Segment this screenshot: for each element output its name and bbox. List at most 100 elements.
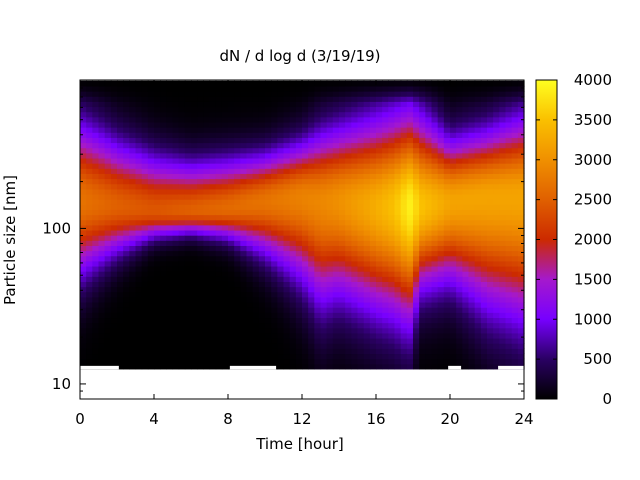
heatmap-cell <box>308 358 315 365</box>
heatmap-cell <box>419 337 426 344</box>
heatmap-cell <box>314 183 322 190</box>
heatmap-cell <box>394 245 402 252</box>
heatmap-cell <box>80 137 87 144</box>
heatmap-cell <box>462 353 470 360</box>
heatmap-cell <box>456 193 463 200</box>
heatmap-cell <box>141 327 149 334</box>
heatmap-cell <box>283 168 291 174</box>
heatmap-cell <box>80 322 87 329</box>
heatmap-cell <box>456 240 463 246</box>
heatmap-cell <box>215 173 223 180</box>
heatmap-cell <box>246 296 254 303</box>
heatmap-cell <box>326 322 334 329</box>
heatmap-cell <box>357 286 365 293</box>
heatmap-cell <box>123 291 130 298</box>
heatmap-cell <box>178 317 186 324</box>
heatmap-cell <box>376 291 383 298</box>
heatmap-cell <box>240 157 248 164</box>
heatmap-cell <box>228 276 235 282</box>
heatmap-cell <box>314 142 322 149</box>
heatmap-cell <box>147 265 155 272</box>
heatmap-cell <box>98 106 106 113</box>
heatmap-cell <box>419 127 426 133</box>
heatmap-cell <box>456 132 463 138</box>
heatmap-cell <box>326 188 334 195</box>
heatmap-cell <box>123 255 130 262</box>
heatmap-cell <box>511 111 519 118</box>
heatmap-cell <box>289 281 297 288</box>
heatmap-cell <box>314 291 322 298</box>
heatmap-cell <box>184 111 192 118</box>
heatmap-cell <box>332 121 340 128</box>
heatmap-cell <box>406 214 414 221</box>
heatmap-cell <box>363 121 371 128</box>
heatmap-cell <box>283 343 291 349</box>
heatmap-cell <box>468 178 476 185</box>
heatmap-cell <box>462 111 470 118</box>
heatmap-cell <box>400 265 408 272</box>
heatmap-cell <box>413 322 420 329</box>
heatmap-cell <box>400 235 408 241</box>
heatmap-cell <box>363 127 371 133</box>
heatmap-cell <box>221 229 229 236</box>
heatmap-cell <box>265 337 272 344</box>
heatmap-cell <box>456 137 463 144</box>
heatmap-cell <box>493 281 500 288</box>
heatmap-cell <box>388 111 396 118</box>
heatmap-cell <box>80 163 87 169</box>
heatmap-cell <box>277 281 285 288</box>
heatmap-cell <box>252 188 260 195</box>
heatmap-cell <box>141 111 149 118</box>
heatmap-cell <box>394 348 402 355</box>
heatmap-cell <box>135 101 143 108</box>
heatmap-cell <box>462 199 470 205</box>
heatmap-cell <box>400 147 408 154</box>
heatmap-cell <box>339 255 346 262</box>
heatmap-cell <box>376 224 383 231</box>
heatmap-cell <box>419 317 426 324</box>
heatmap-cell <box>92 301 100 308</box>
heatmap-cell <box>431 173 439 180</box>
heatmap-cell <box>302 168 309 174</box>
heatmap-cell <box>468 224 476 231</box>
heatmap-cell <box>388 276 396 282</box>
heatmap-cell <box>505 235 513 241</box>
heatmap-cell <box>382 235 389 241</box>
heatmap-cell <box>117 260 124 267</box>
heatmap-cell <box>320 157 328 164</box>
heatmap-cell <box>215 209 223 216</box>
heatmap-cell <box>376 317 383 324</box>
heatmap-cell <box>339 245 346 252</box>
heatmap-cell <box>289 348 297 355</box>
heatmap-cell <box>166 157 174 164</box>
heatmap-cell <box>135 337 143 344</box>
heatmap-cell <box>154 157 161 164</box>
heatmap-cell <box>160 127 167 133</box>
heatmap-cell <box>345 127 352 133</box>
heatmap-cell <box>394 343 402 349</box>
heatmap-cell <box>450 343 457 349</box>
heatmap-cell <box>80 111 87 118</box>
heatmap-cell <box>369 132 377 138</box>
heatmap-cell <box>406 271 414 277</box>
heatmap-cell <box>191 358 198 365</box>
heatmap-cell <box>98 250 106 257</box>
heatmap-cell <box>302 199 309 205</box>
heatmap-cell <box>258 235 266 241</box>
heatmap-cell <box>129 157 137 164</box>
heatmap-cell <box>308 85 315 92</box>
heatmap-cell <box>215 363 223 370</box>
heatmap-cell <box>437 322 445 329</box>
heatmap-cell <box>295 327 303 334</box>
heatmap-cell <box>505 337 513 344</box>
heatmap-cell <box>160 276 167 282</box>
heatmap-cell <box>517 322 525 329</box>
heatmap-cell <box>443 127 451 133</box>
heatmap-cell <box>135 296 143 303</box>
heatmap-cell <box>141 137 149 144</box>
heatmap-cell <box>326 91 334 97</box>
heatmap-cell <box>345 348 352 355</box>
heatmap-cell <box>499 327 507 334</box>
heatmap-cell <box>400 337 408 344</box>
heatmap-cell <box>425 235 433 241</box>
